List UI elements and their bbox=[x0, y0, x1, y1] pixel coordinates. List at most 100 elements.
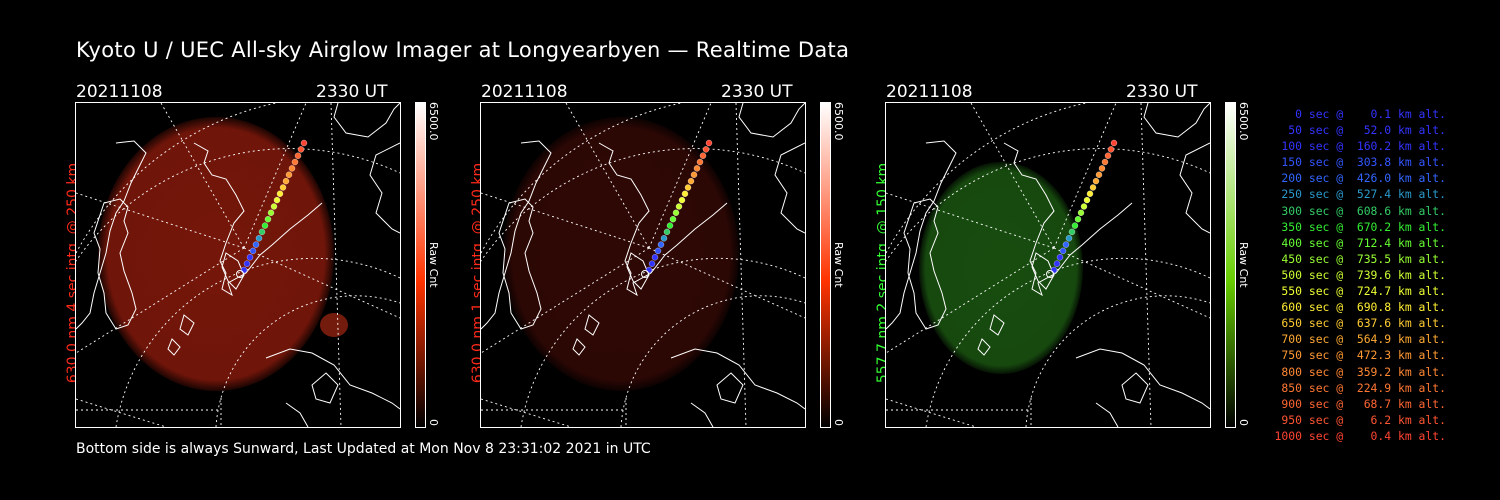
trajectory-point bbox=[672, 209, 680, 216]
trajectory-point bbox=[1086, 190, 1094, 197]
legend-row: 500 sec @ 739.6 km alt. bbox=[1274, 267, 1446, 282]
legend-row: 850 sec @ 224.9 km alt. bbox=[1274, 380, 1446, 395]
trajectory-point bbox=[282, 177, 290, 185]
trajectory-legend: 0 sec @ 0.1 km alt. 50 sec @ 52.0 km alt… bbox=[1262, 106, 1446, 444]
legend-row: 150 sec @ 303.8 km alt. bbox=[1274, 155, 1446, 170]
panel-1-time: 2330 UT bbox=[316, 82, 388, 102]
station-marker bbox=[236, 270, 244, 278]
panel-3-colorbar-min: 0 bbox=[1237, 419, 1250, 426]
allsky-map-svg bbox=[886, 103, 1210, 427]
trajectory-point bbox=[654, 247, 662, 255]
trajectory-point bbox=[678, 196, 686, 204]
panel-3-colorbar bbox=[1225, 102, 1236, 428]
trajectory-point bbox=[1098, 165, 1106, 172]
trajectory-point bbox=[243, 260, 251, 267]
trajectory-point bbox=[294, 152, 302, 159]
trajectory-point bbox=[1101, 158, 1109, 166]
trajectory bbox=[645, 139, 713, 274]
trajectory-point bbox=[669, 216, 677, 223]
allsky-map-svg bbox=[481, 103, 805, 427]
trajectory-point bbox=[690, 171, 698, 178]
panel-3-colorbar-unit: Raw Cnt bbox=[1237, 242, 1250, 288]
trajectory-point bbox=[273, 196, 281, 204]
trajectory-point bbox=[1062, 241, 1070, 248]
graticule bbox=[76, 103, 400, 427]
panel-2-colorbar-min: 0 bbox=[832, 419, 845, 426]
trajectory-point bbox=[1107, 146, 1115, 153]
trajectory-point bbox=[246, 254, 254, 261]
trajectory-point bbox=[297, 146, 305, 153]
panel-2-colorbar-unit: Raw Cnt bbox=[832, 242, 845, 288]
legend-row: 800 sec @ 359.2 km alt. bbox=[1274, 364, 1446, 379]
panel-1-colorbar-min: 0 bbox=[427, 419, 440, 426]
panel-3-allsky-image bbox=[885, 102, 1211, 428]
legend-row: 900 sec @ 68.7 km alt. bbox=[1274, 396, 1446, 411]
trajectory-point bbox=[264, 216, 272, 223]
legend-row: 450 sec @ 735.5 km alt. bbox=[1274, 251, 1446, 266]
trajectory-point bbox=[285, 171, 293, 178]
legend-row: 200 sec @ 426.0 km alt. bbox=[1274, 171, 1446, 186]
coastline bbox=[481, 103, 805, 427]
footer-note: Bottom side is always Sunward, Last Upda… bbox=[76, 441, 651, 457]
trajectory-point bbox=[657, 241, 665, 248]
legend-row: 750 sec @ 472.3 km alt. bbox=[1274, 348, 1446, 363]
legend-row: 650 sec @ 637.6 km alt. bbox=[1274, 316, 1446, 331]
trajectory-point bbox=[249, 247, 257, 255]
panel-1-colorbar-max: 6500.0 bbox=[427, 102, 440, 141]
trajectory-point bbox=[1092, 177, 1100, 185]
legend-row: 100 sec @ 160.2 km alt. bbox=[1274, 139, 1446, 154]
trajectory-point bbox=[663, 228, 671, 236]
trajectory-point bbox=[705, 139, 713, 147]
trajectory-point bbox=[666, 222, 674, 229]
station-marker bbox=[1046, 270, 1054, 278]
trajectory-point bbox=[651, 254, 659, 261]
bright-emission-spot bbox=[320, 313, 348, 337]
trajectory-point bbox=[267, 209, 275, 216]
trajectory-point bbox=[1065, 235, 1073, 242]
trajectory-point bbox=[681, 190, 689, 197]
allsky-map-svg bbox=[76, 103, 400, 427]
legend-row: 1000 sec @ 0.4 km alt. bbox=[1274, 428, 1446, 443]
legend-row: 50 sec @ 52.0 km alt. bbox=[1274, 123, 1446, 138]
legend-row: 950 sec @ 6.2 km alt. bbox=[1274, 412, 1446, 427]
panel-1-colorbar-unit: Raw Cnt bbox=[427, 242, 440, 288]
trajectory-point bbox=[1104, 152, 1112, 159]
panel-2-time: 2330 UT bbox=[721, 82, 793, 102]
legend-row: 250 sec @ 527.4 km alt. bbox=[1274, 187, 1446, 202]
legend-row: 550 sec @ 724.7 km alt. bbox=[1274, 284, 1446, 299]
trajectory-point bbox=[1059, 247, 1067, 255]
trajectory-point bbox=[1053, 260, 1061, 267]
graticule bbox=[481, 103, 805, 427]
trajectory-point bbox=[279, 184, 287, 191]
trajectory-point bbox=[1056, 254, 1064, 261]
trajectory-point bbox=[1083, 196, 1091, 204]
trajectory-point bbox=[288, 165, 296, 172]
panel-2-date: 20211108 bbox=[481, 82, 568, 102]
trajectory-point bbox=[1110, 139, 1118, 147]
trajectory-point bbox=[648, 260, 656, 267]
trajectory-point bbox=[1074, 216, 1082, 223]
airglow-region bbox=[503, 117, 739, 391]
panel-1-date: 20211108 bbox=[76, 82, 163, 102]
trajectory-point bbox=[693, 165, 701, 172]
trajectory-point bbox=[1077, 209, 1085, 216]
airglow-region bbox=[919, 162, 1083, 374]
trajectory-point bbox=[696, 158, 704, 166]
panel-2-allsky-image bbox=[480, 102, 806, 428]
trajectory-point bbox=[699, 152, 707, 159]
trajectory-point bbox=[645, 266, 653, 274]
panel-3-time: 2330 UT bbox=[1126, 82, 1198, 102]
trajectory-point bbox=[1050, 266, 1058, 274]
trajectory-point bbox=[258, 228, 266, 236]
panel-3-colorbar-max: 6500.0 bbox=[1237, 102, 1250, 141]
trajectory-point bbox=[702, 146, 710, 153]
trajectory-point bbox=[240, 266, 248, 274]
trajectory bbox=[240, 139, 308, 274]
trajectory-point bbox=[276, 190, 284, 197]
page-title: Kyoto U / UEC All-sky Airglow Imager at … bbox=[76, 38, 850, 62]
trajectory-point bbox=[675, 203, 683, 210]
trajectory-point bbox=[1080, 203, 1088, 210]
trajectory-point bbox=[660, 235, 668, 242]
legend-row: 400 sec @ 712.4 km alt. bbox=[1274, 235, 1446, 250]
